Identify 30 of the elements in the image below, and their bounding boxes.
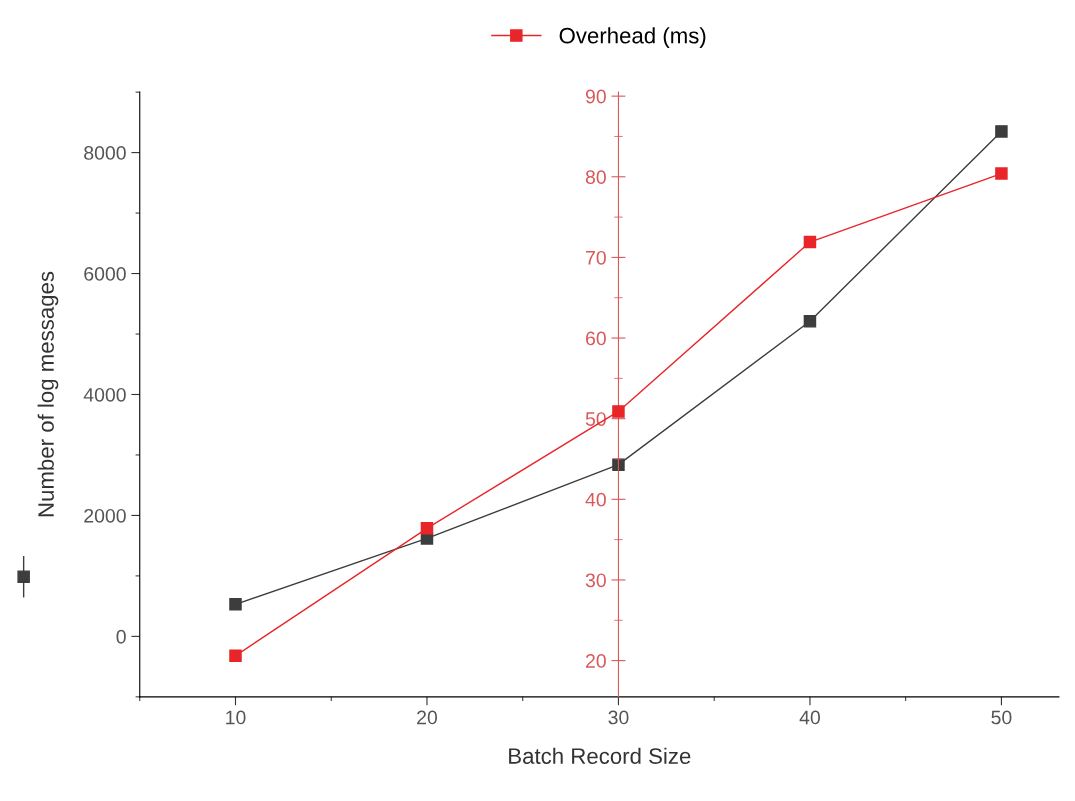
point bbox=[803, 235, 817, 249]
point bbox=[612, 405, 625, 418]
y2-tick-label: 70 bbox=[586, 250, 606, 265]
point bbox=[995, 167, 1008, 180]
x-tick-label: 50 bbox=[991, 710, 1012, 725]
y2-tick-label: 60 bbox=[586, 331, 606, 346]
point bbox=[420, 522, 434, 535]
y2-tick-label: 20 bbox=[586, 654, 606, 668]
x-tick-label: 10 bbox=[226, 710, 246, 725]
y-tick-label: 0 bbox=[116, 629, 126, 644]
x-tick-label: 20 bbox=[417, 710, 438, 725]
y-axis-title: Number of log messages bbox=[37, 271, 59, 517]
point bbox=[229, 649, 242, 662]
point bbox=[612, 458, 625, 471]
legend-label: Overhead (ms) bbox=[559, 27, 706, 48]
y2-tick-label: 50 bbox=[585, 412, 606, 426]
y2-tick-label: 90 bbox=[585, 89, 606, 104]
y2-tick-label: 30 bbox=[585, 573, 606, 588]
x-tick-label: 40 bbox=[799, 710, 820, 725]
point bbox=[995, 125, 1008, 138]
y-tick-label: 6000 bbox=[84, 267, 126, 281]
y-tick-label: 2000 bbox=[84, 508, 126, 523]
x-tick-label: 30 bbox=[608, 710, 629, 725]
y-tick-label: 4000 bbox=[83, 387, 126, 402]
point bbox=[229, 598, 242, 611]
y2-tick-label: 80 bbox=[585, 170, 606, 185]
point bbox=[803, 315, 817, 328]
x-axis-title: Batch Record Size bbox=[509, 747, 691, 764]
y-tick-label: 8000 bbox=[84, 146, 126, 160]
y2-tick-label: 40 bbox=[585, 492, 606, 507]
